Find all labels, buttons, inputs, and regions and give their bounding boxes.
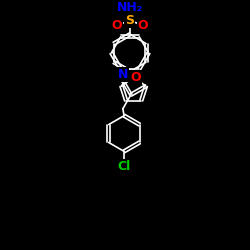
Text: O: O (112, 19, 122, 32)
Text: NH₂: NH₂ (117, 1, 143, 14)
Text: N: N (118, 68, 128, 81)
Text: O: O (130, 71, 141, 84)
Text: S: S (126, 14, 134, 27)
Text: O: O (138, 19, 148, 32)
Text: Cl: Cl (118, 160, 131, 173)
